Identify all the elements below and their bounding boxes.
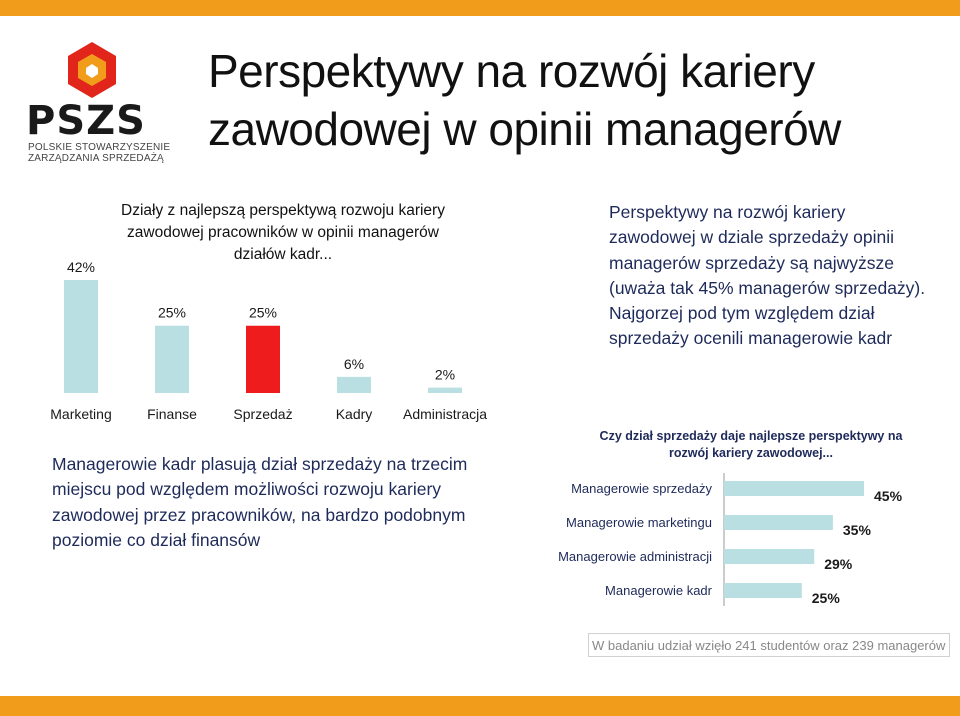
chart2-title: Czy dział sprzedaży daje najlepsze persp…: [590, 428, 912, 462]
category-label-managerowie-kadr: Managerowie kadr: [605, 583, 713, 598]
category-label-marketing: Marketing: [50, 406, 111, 422]
category-label-administracja: Administracja: [403, 406, 487, 422]
hbar-managerowie-marketingu: [724, 515, 833, 530]
bar-kadry: [337, 376, 371, 393]
category-label-sprzedaż: Sprzedaż: [233, 406, 292, 422]
chart2-title-line2: rozwój kariery zawodowej...: [669, 446, 833, 460]
hbar-managerowie-administracji: [724, 549, 815, 564]
page-title-line1: Perspektywy na rozwój kariery: [208, 45, 815, 97]
summary-text-right: Perspektywy na rozwój kariery zawodowej …: [609, 202, 926, 349]
category-label-managerowie-administracji: Managerowie administracji: [558, 549, 712, 564]
value-label-managerowie-kadr: 25%: [812, 590, 841, 606]
chart1-title-line2: zawodowej pracowników w opinii managerów: [127, 224, 439, 241]
page-title: Perspektywy na rozwój kariery zawodowej …: [208, 42, 948, 158]
chart1-title-line1: Działy z najlepszą perspektywą rozwoju k…: [121, 202, 445, 219]
value-label-managerowie-administracji: 29%: [824, 556, 853, 572]
value-label-marketing: 42%: [67, 259, 95, 275]
managers-horizontal-bar-chart: Managerowie sprzedaży 45% Managerowie mark…: [558, 473, 903, 606]
category-label-finanse: Finanse: [147, 406, 197, 422]
pszs-logo: PSZS POLSKIE STOWARZYSZENIE ZARZĄDZANIA …: [26, 38, 170, 166]
footnote: W badaniu udział wzięło 241 studentów or…: [592, 638, 946, 653]
department-bar-chart: 42% Marketing 25% Finanse 25% Sprzedaż 6% Kadry…: [50, 259, 487, 422]
value-label-kadry: 6%: [344, 356, 364, 372]
chart2-title-line1: Czy dział sprzedaży daje najlepsze persp…: [599, 429, 903, 443]
category-label-managerowie-sprzedaży: Managerowie sprzedaży: [571, 481, 712, 496]
category-label-kadry: Kadry: [336, 406, 373, 422]
value-label-finanse: 25%: [158, 305, 186, 321]
hbar-managerowie-kadr: [724, 583, 802, 598]
logo-subtitle-line1: POLSKIE STOWARZYSZENIE: [28, 142, 171, 153]
chart1-title-line3: działów kadr...: [233, 246, 333, 263]
bar-sprzedaż: [246, 325, 280, 393]
value-label-sprzedaż: 25%: [249, 305, 277, 321]
logo-text: PSZS: [26, 98, 146, 144]
hbar-managerowie-sprzedaży: [724, 481, 864, 496]
value-label-administracja: 2%: [435, 367, 455, 383]
page-title-line2: zawodowej w opinii managerów: [208, 103, 841, 155]
bar-administracja: [428, 387, 462, 393]
bar-marketing: [64, 280, 98, 393]
category-label-managerowie-marketingu: Managerowie marketingu: [566, 515, 712, 530]
top-accent-bar: [0, 0, 960, 16]
footnote-box: [588, 633, 950, 657]
value-label-managerowie-marketingu: 35%: [843, 522, 872, 538]
bar-finanse: [155, 325, 189, 393]
logo-subtitle-line2: ZARZĄDZANIA SPRZEDAŻĄ: [28, 153, 164, 164]
bottom-accent-bar: [0, 696, 960, 716]
chart1-title: Działy z najlepszą perspektywą rozwoju k…: [90, 200, 476, 266]
logo-hexagon-icon: [68, 42, 116, 98]
value-label-managerowie-sprzedaży: 45%: [874, 488, 903, 504]
summary-text-left: Managerowie kadr plasują dział sprzedaży…: [52, 454, 468, 550]
